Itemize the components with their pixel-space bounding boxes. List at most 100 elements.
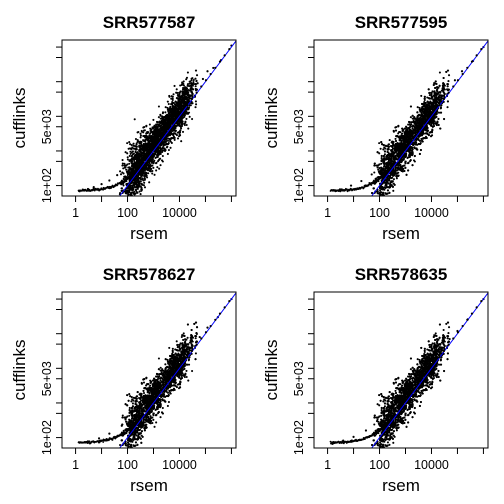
data-point: [431, 90, 434, 93]
data-point: [184, 92, 187, 95]
data-point: [186, 104, 189, 107]
data-point: [140, 178, 143, 181]
data-point: [155, 123, 158, 126]
data-point: [376, 190, 379, 193]
data-point: [174, 116, 177, 119]
plot-area: [77, 40, 236, 224]
data-point: [121, 159, 124, 162]
data-point: [223, 54, 226, 57]
data-point: [130, 169, 133, 172]
data-point: [131, 150, 134, 153]
data-point: [162, 116, 165, 119]
data-point: [174, 130, 177, 133]
data-point: [173, 125, 176, 128]
data-point: [121, 182, 124, 185]
data-point: [127, 147, 130, 150]
data-point: [127, 172, 130, 176]
data-point: [190, 97, 194, 101]
data-point: [186, 84, 189, 87]
data-point: [166, 106, 169, 109]
data-point: [377, 180, 380, 183]
data-point: [145, 135, 148, 138]
data-point: [186, 94, 189, 97]
data-point: [144, 153, 147, 156]
data-point: [136, 174, 139, 177]
data-point: [437, 111, 441, 114]
data-point: [395, 143, 399, 147]
data-point: [122, 202, 124, 204]
data-point: [411, 117, 414, 120]
data-point: [135, 167, 138, 170]
data-point: [382, 174, 385, 177]
data-point: [185, 96, 188, 99]
data-point: [134, 154, 137, 157]
data-point: [168, 116, 171, 120]
data-point: [138, 177, 141, 180]
data-point: [155, 135, 159, 138]
data-point: [147, 166, 150, 169]
data-point: [159, 143, 162, 146]
data-point: [195, 88, 198, 91]
data-point: [138, 164, 141, 167]
data-point: [167, 118, 170, 121]
data-point: [123, 164, 126, 167]
data-point: [383, 188, 386, 191]
data-point: [194, 100, 197, 103]
data-point: [132, 147, 135, 150]
data-point: [181, 130, 185, 133]
data-point: [380, 157, 383, 160]
data-point: [375, 164, 378, 167]
data-point: [184, 100, 187, 103]
data-point: [142, 143, 145, 147]
data-point: [437, 117, 440, 120]
data-point: [138, 149, 142, 153]
data-point: [195, 91, 198, 94]
data-point: [154, 134, 157, 137]
data-point: [378, 142, 381, 145]
data-point: [180, 122, 183, 125]
data-point: [129, 188, 132, 191]
data-point: [195, 80, 198, 83]
data-point: [408, 128, 411, 131]
data-point: [116, 174, 119, 177]
y-axis-label: cufflinks: [10, 87, 29, 148]
data-point: [122, 184, 125, 187]
data-point: [132, 192, 135, 195]
data-point: [155, 156, 158, 159]
data-point: [439, 127, 442, 130]
data-point: [175, 113, 178, 116]
data-point: [120, 222, 122, 224]
plot-frame: [61, 39, 237, 197]
data-point: [133, 181, 136, 184]
data-point: [388, 139, 391, 142]
data-point: [152, 162, 155, 165]
data-point: [194, 83, 197, 86]
data-point: [174, 110, 177, 113]
data-point: [418, 106, 421, 109]
data-point: [194, 85, 197, 88]
data-point: [140, 170, 144, 173]
data-point: [128, 162, 131, 165]
data-point: [167, 148, 170, 152]
data-point: [153, 125, 156, 128]
data-point: [120, 187, 123, 190]
data-point: [195, 74, 199, 77]
data-point: [180, 99, 183, 102]
data-point: [173, 124, 176, 127]
data-point: [161, 154, 164, 158]
data-point: [378, 220, 380, 222]
data-point: [185, 123, 188, 127]
data-point: [145, 168, 149, 171]
data-point: [125, 182, 128, 185]
data-point: [137, 182, 140, 185]
data-point: [157, 124, 160, 127]
data-point: [186, 101, 189, 104]
data-point: [134, 189, 137, 192]
data-point: [148, 161, 151, 164]
data-point: [447, 74, 451, 77]
data-point: [373, 171, 376, 174]
data-point: [142, 218, 144, 220]
data-point: [188, 115, 191, 118]
data-point: [154, 162, 158, 165]
